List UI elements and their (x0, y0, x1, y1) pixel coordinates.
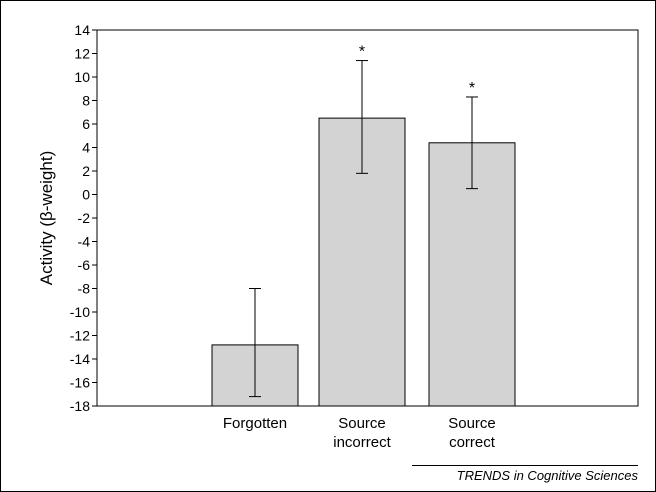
footer-rule (412, 465, 638, 466)
y-tick-label: -2 (78, 210, 91, 226)
y-tick-label: 14 (74, 22, 90, 38)
x-category-label: Forgotten (223, 415, 287, 432)
significance-marker: * (469, 80, 475, 97)
error-bars: ** (249, 44, 478, 398)
x-axis-labels: Forgotten Source incorrect Source correct (223, 415, 496, 451)
y-tick-label: -18 (70, 398, 90, 414)
y-tick-label: 8 (82, 93, 90, 109)
x-category-label: Source (338, 415, 386, 432)
y-tick-label: 0 (82, 187, 90, 203)
y-tick-label: -14 (70, 351, 90, 367)
y-tick-label: 10 (74, 69, 90, 85)
y-tick-label: -12 (70, 328, 90, 344)
bars (211, 117, 516, 407)
y-tick-label: -4 (78, 234, 91, 250)
y-tick-label: -10 (70, 304, 90, 320)
y-tick-label: 12 (74, 46, 90, 62)
y-axis-label: Activity (β-weight) (37, 151, 56, 285)
x-category-label: Source (448, 415, 496, 432)
x-category-label: incorrect (333, 434, 391, 451)
x-category-label: correct (449, 434, 496, 451)
y-tick-label: -6 (78, 257, 91, 273)
y-tick-label: -8 (78, 281, 91, 297)
significance-marker: * (359, 44, 365, 61)
y-tick-label: 2 (82, 163, 90, 179)
y-tick-label: -16 (70, 375, 90, 391)
y-axis-ticks: 14 12 10 8 6 4 2 0 -2 -4 -6 -8 -10 -12 -14 -16 -18 (70, 22, 97, 414)
y-tick-label: 6 (82, 116, 90, 132)
y-tick-label: 4 (82, 140, 90, 156)
source-credit: TRENDS in Cognitive Sciences (456, 468, 638, 483)
